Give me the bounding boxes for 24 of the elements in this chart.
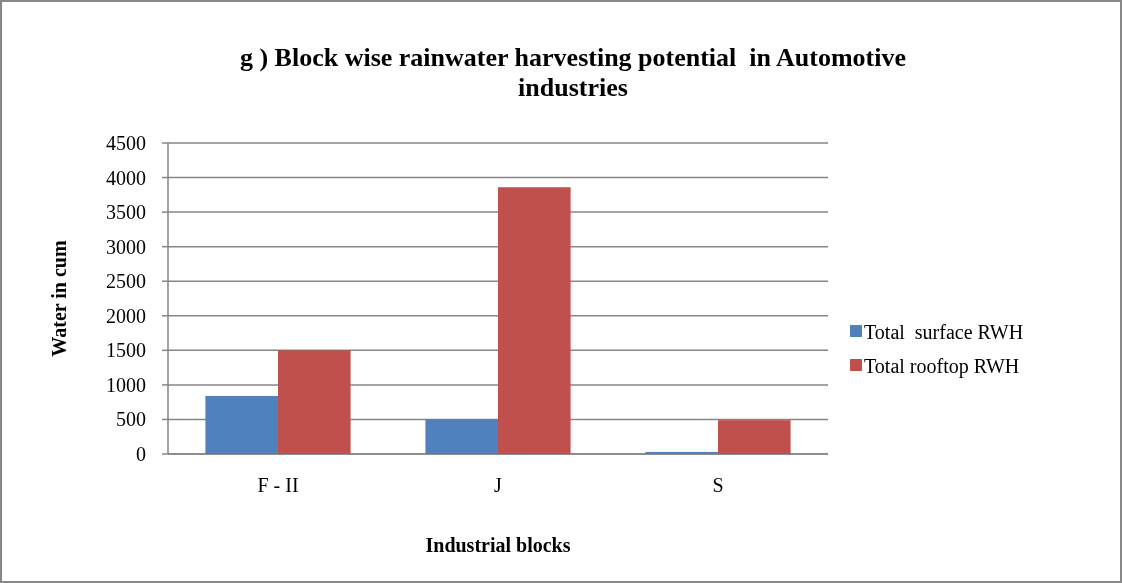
bar	[645, 451, 718, 454]
y-tick-label: 3500	[106, 201, 146, 224]
x-tick-label: F - II	[257, 474, 299, 496]
legend-label: Total surface RWH	[864, 321, 1024, 343]
y-tick-label: 3000	[106, 235, 146, 258]
chart-title: g ) Block wise rainwater harvesting potential in Automotive industries	[239, 43, 907, 102]
y-tick-label: 4500	[106, 132, 146, 154]
y-tick-label: 1500	[106, 339, 146, 362]
y-tick-label: 1000	[106, 373, 146, 396]
y-tick-label: 4000	[106, 166, 146, 189]
bar	[205, 395, 278, 454]
bar	[498, 187, 571, 454]
y-tick-label: 0	[136, 443, 146, 465]
bar	[718, 420, 791, 454]
bar	[425, 419, 498, 454]
y-tick-label: 2000	[106, 304, 146, 327]
bar	[278, 350, 351, 454]
y-tick-label: 2500	[106, 270, 146, 293]
x-axis-title: Industrial blocks	[425, 534, 571, 556]
x-tick-label: J	[494, 474, 503, 496]
y-axis-title: Water in cum	[48, 240, 70, 357]
x-tick-label: S	[712, 474, 724, 496]
y-tick-label: 500	[116, 408, 146, 431]
legend-label: Total rooftop RWH	[864, 355, 1020, 378]
